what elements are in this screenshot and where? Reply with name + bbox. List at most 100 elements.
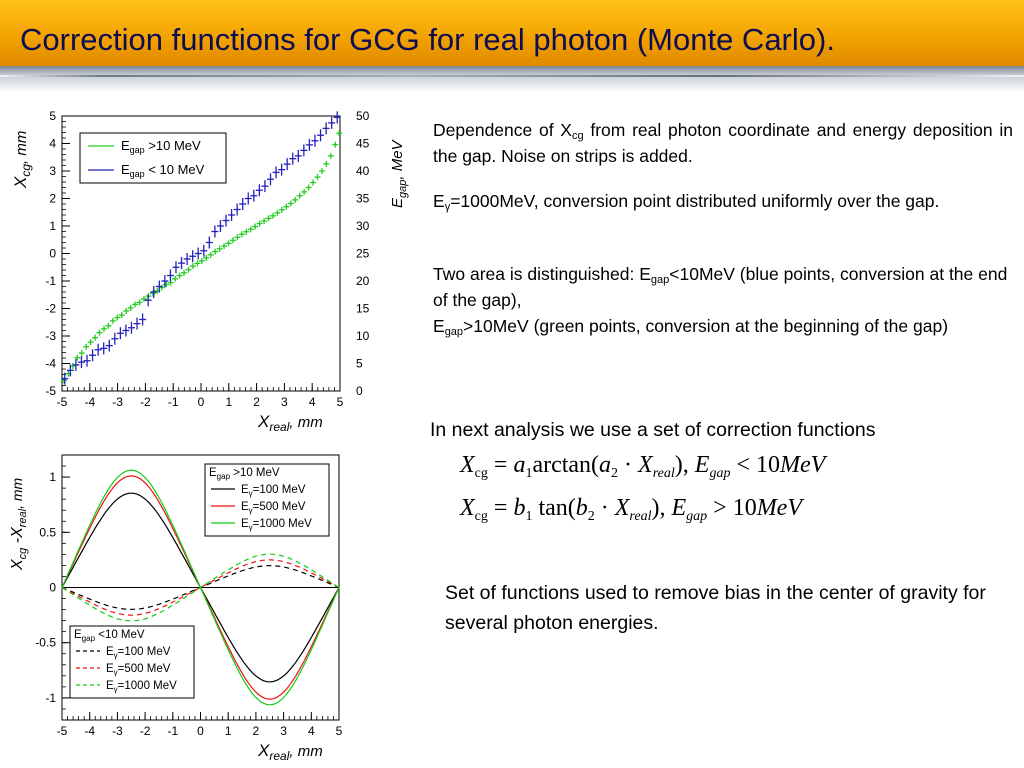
legend-entry-sub: γ <box>249 506 253 515</box>
p3-sub1: gap <box>650 274 670 286</box>
y-axis-title: Xcg -Xreal, mm <box>9 477 29 571</box>
x-tick-label: -1 <box>168 395 179 409</box>
y2-axis-title-tail: , MeV <box>389 138 406 179</box>
description-paragraph-3: Two area is distinguished: Egap<10MeV (b… <box>433 261 1013 339</box>
p2-text-a: E <box>433 191 445 211</box>
title-rule-line <box>0 75 1024 77</box>
y-tick-label: 2 <box>49 192 56 206</box>
x-tick-label: 5 <box>337 395 344 409</box>
y-axis-title-main: X <box>9 558 26 571</box>
x-tick-label: 3 <box>281 395 288 409</box>
x-tick-label: 2 <box>253 395 260 409</box>
y-tick-label: 0.5 <box>39 525 56 539</box>
x-tick-label: 0 <box>197 724 204 738</box>
legend-bottom-entry: Eγ=1000 MeV <box>106 680 177 694</box>
y-tick-label: -4 <box>45 357 56 371</box>
y2-tick-label: 0 <box>356 384 363 398</box>
legend-bottom-entry: Eγ=500 MeV <box>106 663 171 677</box>
y-tick-label: -0.5 <box>35 636 56 650</box>
legend-label-sub: gap <box>130 145 145 155</box>
formula-arctan: Xcg = a1arctan(a2 · Xreal), Egap < 10MeV <box>460 452 826 481</box>
x-axis-title-sub: real <box>269 420 289 434</box>
p3-rest2: >10MeV (green points, conversion at the … <box>463 316 949 336</box>
slide-title: Correction functions for GCG for real ph… <box>20 22 835 57</box>
y2-tick-label: 5 <box>356 357 363 371</box>
legend-entry-sub: γ <box>114 668 118 677</box>
title-bar <box>0 0 1024 66</box>
p3-line1: Two area is distinguished: E <box>433 264 651 284</box>
title-rule <box>0 66 1024 92</box>
p1-text-a: Dependence of X <box>433 120 572 140</box>
y-axis-title-mid: -X <box>9 526 26 548</box>
p1-text-b: from real photon coordinate and energy d… <box>433 120 1013 166</box>
legend-top-header: Egap >10 MeV <box>209 467 280 481</box>
x-tick-label: -5 <box>57 724 68 738</box>
y2-tick-label: 15 <box>356 302 370 316</box>
legend-entry-tail: =500 MeV <box>253 501 306 513</box>
formula-tan: Xcg = b1 tan(b2 · Xreal), Egap > 10MeV <box>460 495 802 524</box>
legend-header-sub: gap <box>82 634 96 643</box>
x-axis-title: Xreal, mm <box>257 412 323 434</box>
legend-label-sub: gap <box>130 169 145 179</box>
y2-tick-label: 30 <box>356 219 370 233</box>
dashed-curve <box>61 553 340 622</box>
y2-axis-title-sub: gap <box>397 180 409 198</box>
x-axis-title-tail: , mm <box>289 414 322 431</box>
legend-entry-sub: γ <box>114 685 118 694</box>
legend-entry-sub: γ <box>249 489 253 498</box>
x-tick-label: -3 <box>112 724 123 738</box>
description-paragraph-2: Eγ=1000MeV, conversion point distributed… <box>433 188 1013 214</box>
y2-tick-label: 10 <box>356 329 370 343</box>
legend-entry-main: E <box>241 501 249 513</box>
legend-entry-main: E <box>106 663 114 675</box>
p3-sub2: gap <box>444 326 464 338</box>
y-axis-title-sub: cg <box>19 164 33 177</box>
p3-rest1: <10MeV (blue points, conversion at the e… <box>433 264 1008 310</box>
y-tick-label: -5 <box>45 384 56 398</box>
legend-header-main: E <box>209 467 217 479</box>
legend-entry-main: E <box>106 680 114 692</box>
legend-entry-sub: γ <box>249 523 253 532</box>
legend-label-main: E <box>121 162 130 177</box>
y-axis-title-main: X <box>11 176 30 189</box>
y-tick-label: 3 <box>49 164 56 178</box>
x-tick-label: 1 <box>225 724 232 738</box>
y-axis-title-sub: cg <box>17 547 29 560</box>
y-tick-label: -3 <box>45 329 56 343</box>
legend-label: Egap >10 MeV <box>121 138 201 155</box>
legend-top-entry: Eγ=100 MeV <box>241 484 306 498</box>
x-axis-title-tail: , mm <box>289 743 322 760</box>
correction-set-text: Set of functions used to remove bias in … <box>445 582 986 634</box>
legend-top-entry: Eγ=500 MeV <box>241 501 306 515</box>
y-tick-label: -1 <box>45 274 56 288</box>
y2-tick-label: 25 <box>356 247 370 261</box>
legend-bottom-header: Egap <10 MeV <box>74 629 145 643</box>
x-tick-label: -5 <box>57 395 68 409</box>
legend-header-tail: >10 MeV <box>230 467 280 479</box>
legend-entry-tail: =100 MeV <box>118 646 171 658</box>
x-tick-label: -2 <box>140 395 151 409</box>
y-tick-label: -2 <box>45 302 56 316</box>
x-tick-label: 4 <box>308 724 315 738</box>
y-tick-label: 1 <box>49 470 56 484</box>
legend-label-tail: < 10 MeV <box>145 162 205 177</box>
legend-entry-tail: =1000 MeV <box>253 518 312 530</box>
legend-entry-main: E <box>241 484 249 496</box>
x-tick-label: 1 <box>225 395 232 409</box>
legend-header-sub: gap <box>217 472 231 481</box>
x-tick-label: -3 <box>112 395 123 409</box>
scatter-chart: -5 -4 -3 -2 -1 0 1 2 3 4 5-5-4-3-2-101234505101520… <box>11 109 409 434</box>
y2-tick-label: 45 <box>356 137 370 151</box>
legend-entry-sub: γ <box>114 651 118 660</box>
x-tick-label: 0 <box>198 395 205 409</box>
y-tick-label: 0 <box>49 247 56 261</box>
description-paragraph-1: Dependence of Xcg from real photon coord… <box>433 117 1013 169</box>
legend-header-main: E <box>74 629 82 641</box>
legend-box <box>79 132 227 184</box>
y-axis-title-tail: , mm <box>9 477 25 508</box>
x-axis-title-sub: real <box>269 749 289 763</box>
p2-text-b: =1000MeV, conversion point distributed u… <box>450 191 940 211</box>
x-tick-label: 3 <box>280 724 287 738</box>
x-tick-label: 5 <box>336 724 343 738</box>
